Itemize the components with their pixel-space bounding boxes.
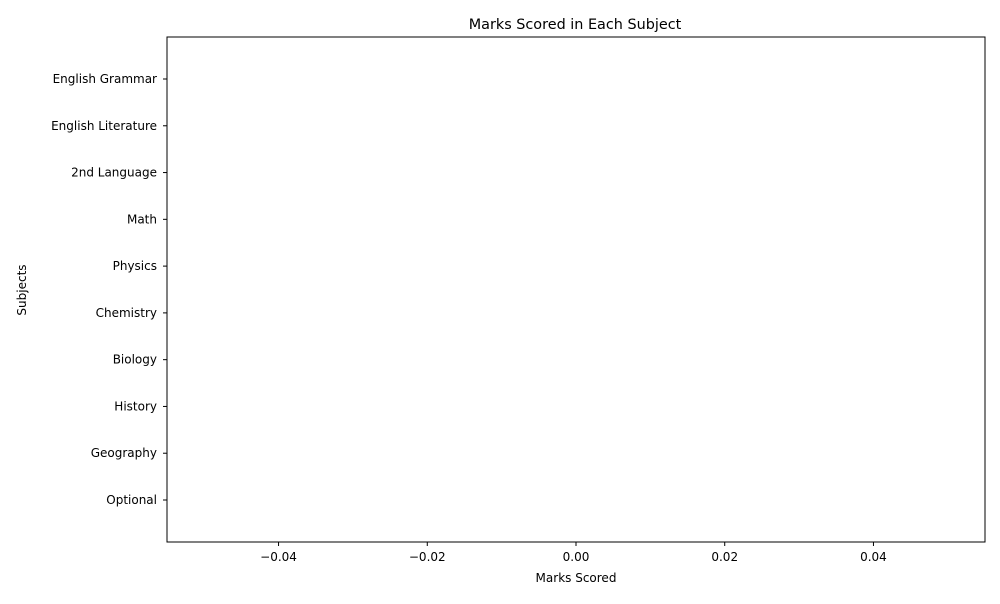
- y-tick-label: Optional: [106, 493, 157, 507]
- y-tick-label: Physics: [113, 259, 157, 273]
- y-axis-label: Subjects: [15, 264, 29, 315]
- x-tick-label: 0.00: [563, 550, 590, 564]
- y-axis: English Grammar English Literature 2nd Lan…: [51, 72, 167, 507]
- y-tick-label: Chemistry: [96, 306, 157, 320]
- y-tick-label: 2nd Language: [71, 166, 157, 180]
- y-tick-label: English Grammar: [53, 72, 157, 86]
- y-tick-label: Geography: [91, 446, 157, 460]
- y-tick-label: History: [114, 399, 157, 413]
- x-tick-label: 0.02: [711, 550, 738, 564]
- x-tick-label: −0.04: [260, 550, 297, 564]
- x-tick-label: −0.02: [409, 550, 446, 564]
- y-tick-label: Math: [127, 212, 157, 226]
- x-axis: −0.04 −0.02 0.00 0.02 0.04: [260, 542, 887, 564]
- y-tick-label: English Literature: [51, 119, 157, 133]
- chart-title: Marks Scored in Each Subject: [469, 17, 682, 33]
- plot-area: [166, 36, 986, 543]
- x-tick-label: 0.04: [860, 550, 887, 564]
- x-axis-label: Marks Scored: [536, 571, 617, 585]
- y-tick-label: Biology: [113, 353, 157, 367]
